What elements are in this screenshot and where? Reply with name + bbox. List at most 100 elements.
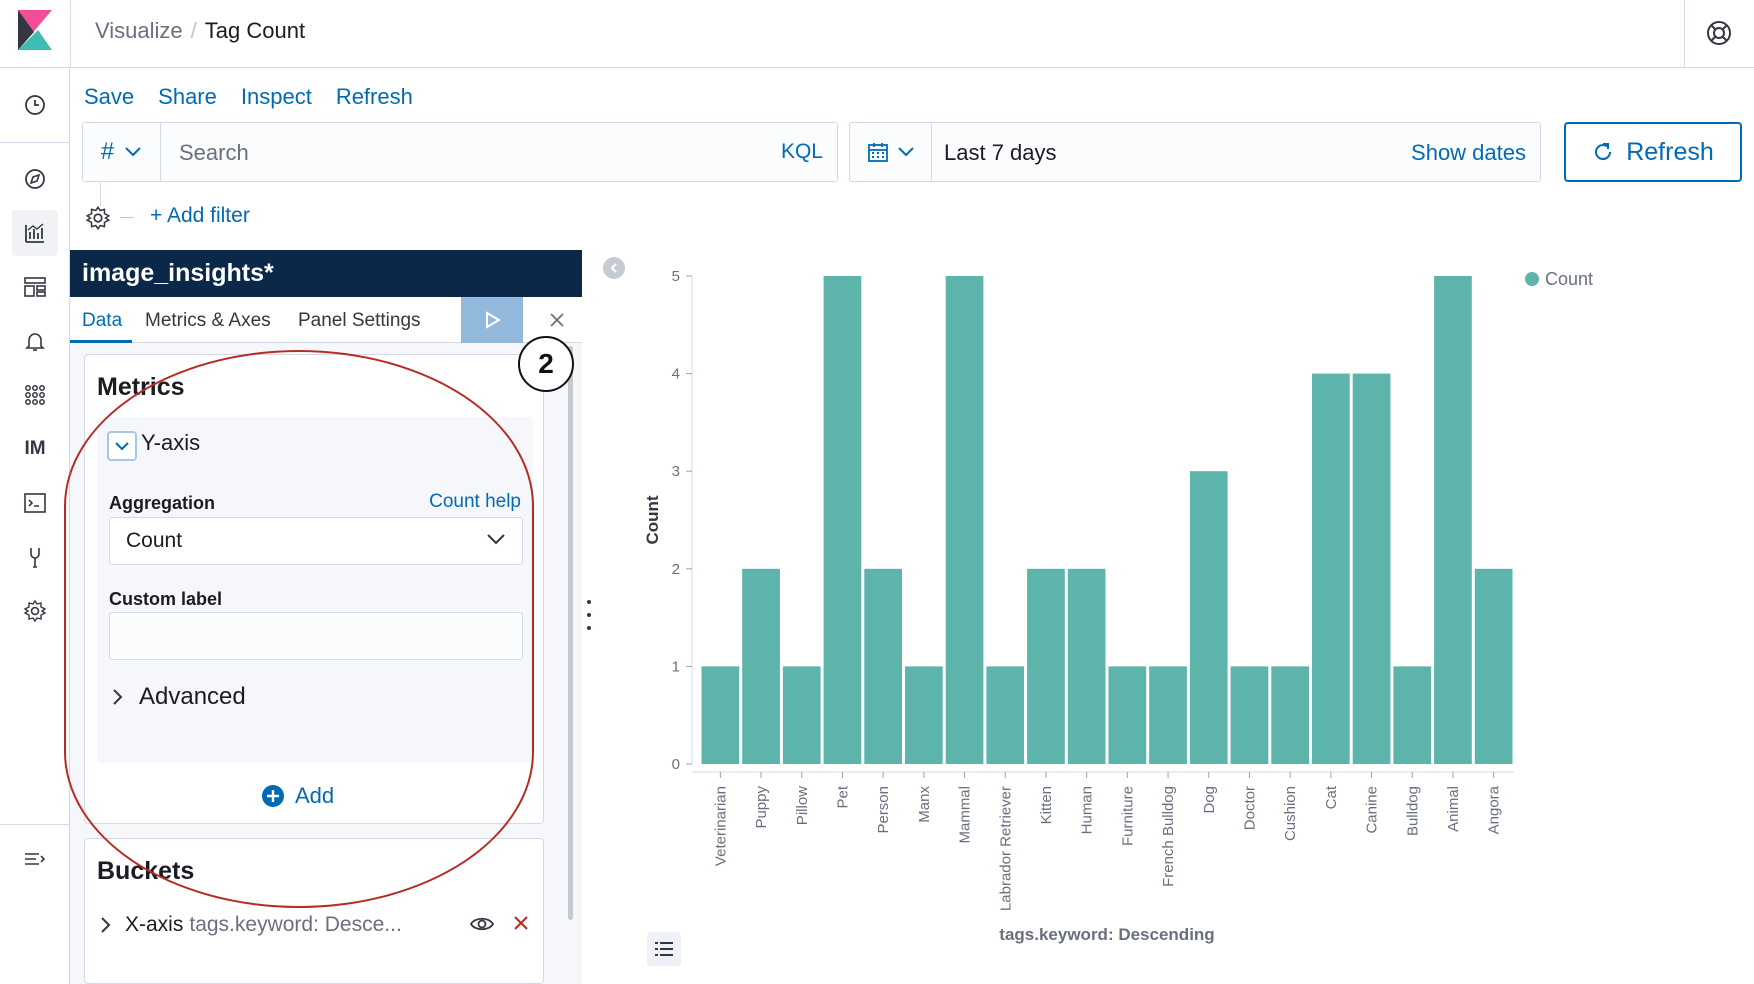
bar-angora (1474, 568, 1513, 764)
top-nav-menu: Save Share Inspect Refresh (84, 84, 437, 110)
save-link[interactable]: Save (84, 84, 135, 109)
date-picker: Last 7 days Show dates (849, 122, 1541, 182)
x-tick-label: Person (875, 786, 892, 834)
chart-area: 0 1 2 3 4 5 Count Veterinarian Puppy Pillow Pet Per… (636, 250, 1754, 984)
annotation-highlight-ellipse (64, 350, 534, 908)
x-tick-label: Mammal (957, 786, 974, 844)
help-lifebuoy-icon[interactable] (1704, 18, 1734, 48)
annotation-step-number: 2 (518, 336, 574, 392)
bar-doctor (1230, 666, 1269, 764)
bar-veterinarian (701, 666, 740, 764)
alerts-bell-icon[interactable] (12, 318, 58, 364)
x-tick-label: Puppy (753, 786, 770, 829)
x-tick-label: Cat (1323, 785, 1340, 809)
filter-options-gear-icon[interactable] (84, 204, 112, 232)
x-tick-label: Doctor (1241, 786, 1258, 830)
y-axis-title: Count (643, 495, 662, 544)
add-filter-button[interactable]: + Add filter (150, 204, 250, 227)
chevron-down-icon (897, 147, 914, 157)
recent-clock-icon[interactable] (12, 82, 58, 128)
refresh-link[interactable]: Refresh (335, 84, 413, 109)
bar-puppy (742, 568, 780, 764)
xaxis-bucket-row[interactable]: X-axis tags.keyword: Desce... (99, 905, 535, 945)
x-tick-label: Veterinarian (712, 786, 729, 866)
nav-separator (0, 142, 70, 143)
refresh-button[interactable]: Refresh (1564, 122, 1742, 182)
panel-resize-handle[interactable] (584, 600, 594, 630)
collapse-editor-button[interactable] (603, 257, 625, 279)
discover-compass-icon[interactable] (12, 156, 58, 202)
query-bar: # Search KQL (82, 122, 838, 182)
header-divider-right (1684, 0, 1685, 68)
chevron-down-icon (125, 147, 141, 157)
filter-divider (120, 217, 134, 218)
quick-menu-button[interactable] (850, 123, 932, 181)
editor-scrollbar[interactable] (568, 346, 573, 920)
side-nav: IM (0, 68, 70, 984)
refresh-icon (1595, 143, 1612, 161)
inspect-link[interactable]: Inspect (240, 84, 312, 109)
share-link[interactable]: Share (158, 84, 217, 109)
filter-connector-line (100, 182, 101, 206)
query-language-button[interactable]: # (83, 123, 161, 181)
remove-bucket-icon[interactable] (511, 913, 531, 933)
legend-swatch (1525, 272, 1539, 286)
bar-human (1067, 568, 1106, 764)
image-insights-nav-item[interactable]: IM (12, 426, 58, 472)
date-range-text[interactable]: Last 7 days (944, 140, 1057, 165)
bar-french-bulldog (1149, 666, 1187, 764)
tab-data[interactable]: Data (82, 310, 123, 331)
bar-cushion (1271, 666, 1309, 764)
nav-separator-bottom (0, 824, 70, 825)
x-tick-label: Labrador Retriever (997, 786, 1014, 911)
bar-kitten (1027, 568, 1065, 764)
tab-metrics-axes[interactable]: Metrics & Axes (145, 310, 271, 331)
management-gear-icon[interactable] (12, 588, 58, 634)
kql-toggle[interactable]: KQL (780, 140, 823, 163)
y-tick-label: 0 (672, 756, 680, 773)
x-tick-label: Cushion (1282, 786, 1299, 841)
bar-labrador-retriever (986, 666, 1025, 764)
apps-grid-icon[interactable] (12, 372, 58, 418)
chevron-left-icon (610, 263, 617, 273)
image-insights-nav-label: IM (24, 438, 46, 459)
x-tick-label: Human (1079, 786, 1096, 834)
eye-icon[interactable] (469, 913, 495, 935)
xaxis-label: X-axis (125, 913, 184, 936)
kibana-logo-icon[interactable] (14, 10, 56, 52)
index-pattern-title: image_insights* (70, 250, 582, 297)
legend-toggle-button[interactable] (647, 932, 681, 966)
search-input[interactable]: Search (179, 140, 249, 165)
breadcrumb: Visualize / Tag Count (95, 18, 305, 44)
breadcrumb-visualize[interactable]: Visualize (95, 18, 183, 43)
bar-cat (1312, 373, 1350, 764)
dashboard-icon[interactable] (12, 264, 58, 310)
y-tick-label: 4 (672, 366, 680, 383)
bar-manx (905, 666, 943, 764)
bar-dog (1189, 471, 1228, 764)
y-tick-label: 2 (672, 561, 680, 578)
show-dates-link[interactable]: Show dates (1411, 140, 1526, 165)
y-tick-label: 3 (672, 463, 680, 480)
bar-pillow (782, 666, 821, 764)
active-tab-indicator (70, 340, 132, 343)
editor-tabs: Data Metrics & Axes Panel Settings (70, 297, 582, 343)
chevron-right-icon (101, 917, 111, 933)
tab-panel-settings[interactable]: Panel Settings (298, 310, 421, 331)
dev-tools-wrench-icon[interactable] (12, 534, 58, 580)
visualize-icon[interactable] (12, 210, 58, 256)
list-icon (655, 942, 673, 956)
bar-animal (1434, 276, 1472, 764)
discard-changes-button[interactable] (532, 297, 582, 343)
console-icon[interactable] (12, 480, 58, 526)
x-tick-label: Animal (1445, 786, 1462, 832)
x-tick-label: Dog (1201, 786, 1218, 814)
apply-changes-button[interactable] (461, 297, 523, 343)
x-tick-label: Furniture (1119, 786, 1136, 846)
collapse-menu-icon[interactable] (12, 836, 58, 882)
bar-chart: 0 1 2 3 4 5 Count Veterinarian Puppy Pillow Pet Per… (643, 268, 1593, 944)
y-tick-label: 5 (672, 268, 680, 285)
x-tick-label: French Bulldog (1160, 786, 1177, 887)
hash-symbol: # (100, 138, 115, 165)
legend-label: Count (1545, 269, 1593, 289)
